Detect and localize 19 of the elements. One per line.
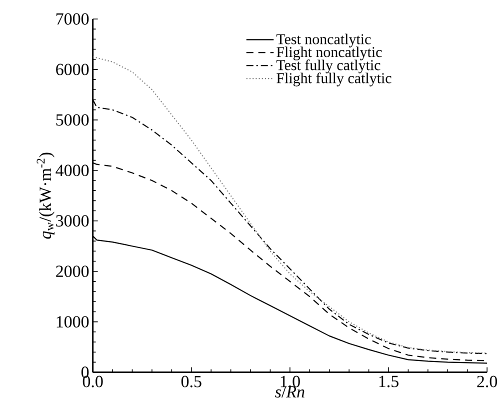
x-tick-label: 0.5 <box>181 376 202 388</box>
legend-label: Flight noncatlytic <box>276 46 382 60</box>
y-axis-title: q$_{w}$/(kW·m$^{-2}$) <box>36 152 55 239</box>
x-axis-title: s/Rn <box>275 386 304 398</box>
legend-label: Test noncatlytic <box>276 34 371 48</box>
y-tick-label: 4000 <box>56 164 89 176</box>
y-tick-label: 2000 <box>56 266 89 277</box>
y-tick-label: 7000 <box>56 13 89 25</box>
y-tick-label: 0 <box>81 366 89 378</box>
x-tick-label: 2.0 <box>477 376 498 388</box>
x-tick-label: 1.0 <box>280 376 300 388</box>
y-tick-label: 6000 <box>56 64 89 76</box>
legend-label: Flight fully catlytic <box>276 72 392 86</box>
x-tick-label: 1.5 <box>379 376 398 388</box>
y-tick-label: 3000 <box>56 215 89 226</box>
x-tick-label: 0.0 <box>82 376 103 388</box>
y-tick-label: 5000 <box>56 114 89 126</box>
legend-label: Test fully catlytic <box>276 59 380 74</box>
y-tick-label: 1000 <box>56 316 89 328</box>
